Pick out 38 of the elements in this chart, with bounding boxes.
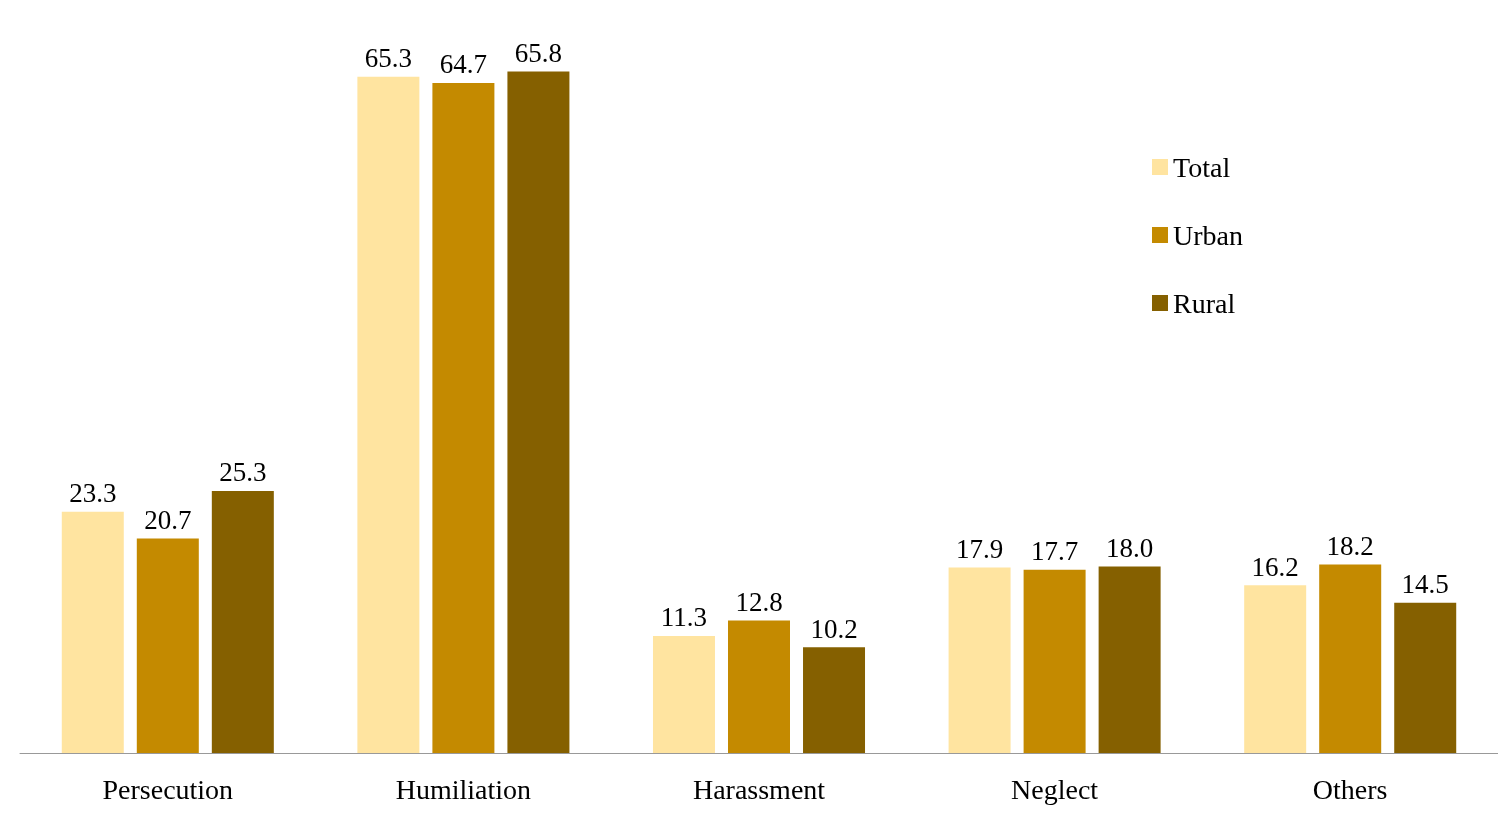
data-label: 65.8 [514,38,563,68]
data-label: 10.2 [810,613,858,644]
legend-label: Urban [1173,219,1244,251]
data-label: 17.7 [1030,536,1079,567]
bar [803,647,866,753]
bar [948,567,1011,753]
bar [1023,569,1086,753]
x-tick-label: Neglect [1011,773,1099,805]
x-tick-label: Harassment [692,773,826,805]
data-label: 17.9 [955,534,1004,565]
bar [1319,564,1382,753]
legend-label: Total [1173,151,1231,183]
x-tick-label: Persecution [102,773,234,805]
legend-label: Rural [1173,287,1236,319]
bar [211,490,274,753]
bar [1394,602,1457,753]
data-label: 20.7 [144,505,192,536]
data-label: 14.5 [1401,569,1449,600]
data-label: 18.2 [1326,531,1374,561]
data-label: 18.0 [1105,533,1154,564]
data-label: 12.8 [735,586,783,617]
bar [1098,566,1161,753]
data-label: 16.2 [1251,551,1299,582]
bar [1244,585,1307,753]
data-label: 65.3 [364,43,413,74]
bar [652,635,715,753]
bar [728,620,790,753]
data-label: 25.3 [219,457,267,488]
bar [136,538,199,753]
bar [432,82,495,753]
x-tick-label: Humiliation [395,773,532,805]
data-label: 23.3 [69,478,117,509]
bar [61,511,124,753]
data-label: 64.7 [439,49,488,80]
data-label: 11.3 [660,602,708,633]
bar [357,76,420,753]
bar [507,71,570,753]
x-tick-label: Others [1312,773,1388,805]
